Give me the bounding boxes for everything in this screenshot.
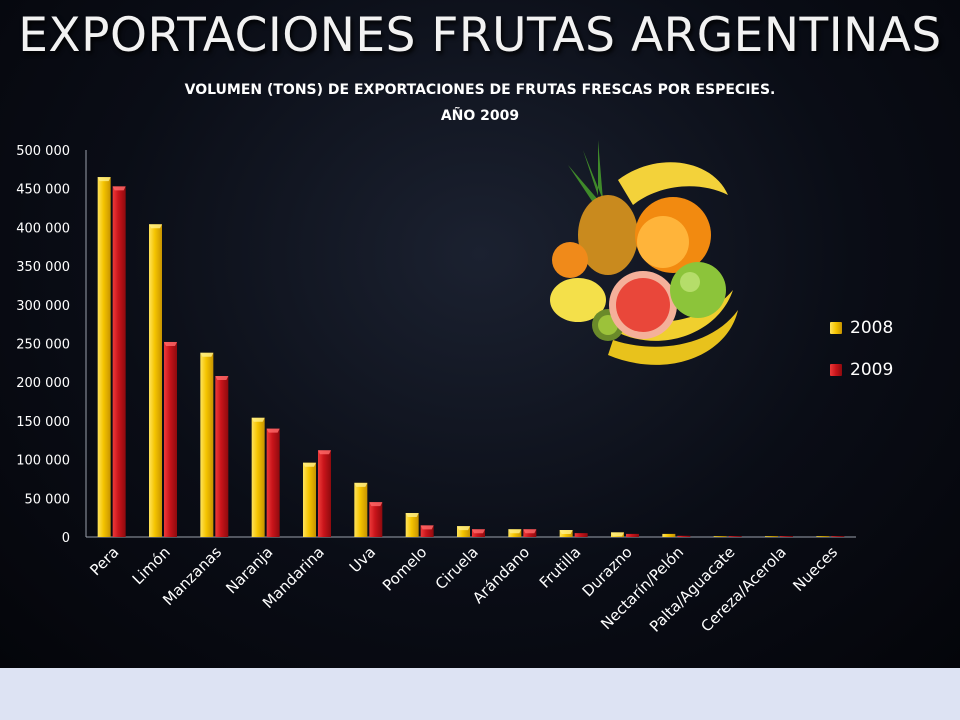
legend: 2008 2009: [830, 314, 893, 398]
bar-cap-2009-6: [420, 525, 434, 530]
y-tick-label: 200 000: [16, 376, 70, 391]
chart-title: VOLUMEN (TONS) DE EXPORTACIONES DE FRUTA…: [184, 82, 776, 98]
bar-cap-2008-1: [149, 224, 162, 229]
y-tick-label: 450 000: [16, 183, 70, 198]
fruit-collage-icon: [550, 140, 738, 365]
bar-cap-2008-9: [559, 530, 573, 535]
x-tick-label: Ciruela: [432, 543, 482, 593]
bar-2008-7: [457, 526, 470, 537]
bar-2008-3: [251, 417, 265, 537]
y-tick-label: 100 000: [16, 454, 70, 469]
bar-2008-1: [149, 224, 162, 537]
x-tick-label: Nueces: [789, 543, 841, 595]
footer-band: [0, 668, 960, 720]
bar-cap-2008-3: [251, 417, 265, 422]
y-tick-label: 400 000: [16, 221, 70, 236]
bar-2008-13: [765, 536, 778, 537]
bar-2009-9: [574, 533, 588, 537]
y-tick-label: 150 000: [16, 415, 70, 430]
bar-cap-2008-4: [303, 462, 316, 467]
x-tick-label: Uva: [346, 543, 379, 576]
bar-cap-2008-6: [405, 513, 419, 518]
legend-label-2009: 2009: [850, 360, 894, 380]
bar-cap-2008-10: [611, 532, 624, 537]
bar-2009-3: [266, 428, 280, 537]
bar-cap-2008-0: [97, 177, 111, 182]
y-tick-label: 350 000: [16, 260, 70, 275]
bar-2009-14: [831, 536, 845, 537]
x-tick-label: Pera: [86, 543, 122, 579]
y-tick-label: 250 000: [16, 338, 70, 353]
bar-2008-5: [354, 482, 368, 537]
bar-cap-2009-1: [164, 341, 177, 346]
x-tick-label: Limón: [129, 543, 174, 588]
bar-cap-2008-8: [508, 529, 522, 534]
bar-2009-13: [780, 536, 793, 537]
bar-2009-10: [626, 533, 639, 537]
x-tick-label: Arándano: [469, 543, 533, 607]
bar-cap-2009-8: [523, 529, 537, 534]
bar-2008-0: [97, 177, 111, 537]
bar-2009-4: [318, 450, 331, 537]
y-tick-label: 0: [62, 531, 70, 546]
legend-item-2009: 2009: [830, 356, 893, 384]
bar-cap-2008-7: [457, 526, 470, 531]
bar-cap-2009-2: [215, 376, 229, 381]
x-tick-label: Frutilla: [536, 543, 585, 592]
legend-item-2008: 2008: [830, 314, 893, 342]
bar-cap-2009-5: [369, 502, 383, 507]
bar-chart: 0 50 000 100 000 150 000 200 000 250 000 300 0…: [16, 144, 856, 636]
bar-2009-1: [164, 341, 177, 537]
bar-cap-2009-4: [318, 450, 331, 455]
bar-2008-12: [713, 536, 727, 537]
bar-2008-6: [405, 513, 419, 537]
y-tick-label: 500 000: [16, 144, 70, 159]
y-tick-label: 50 000: [25, 492, 71, 507]
bar-cap-2009-7: [472, 529, 485, 534]
bar-cap-2009-3: [266, 428, 280, 433]
legend-swatch-2009: [830, 364, 842, 376]
bar-cap-2008-5: [354, 482, 368, 487]
bar-2009-2: [215, 376, 229, 537]
chart-subtitle: AÑO 2009: [440, 108, 520, 124]
bar-cap-2009-0: [112, 186, 126, 191]
bar-2009-12: [728, 536, 742, 537]
bar-2009-0: [112, 186, 126, 538]
page-title: EXPORTACIONES FRUTAS ARGENTINAS: [18, 8, 942, 63]
x-tick-label: Pomelo: [379, 543, 431, 595]
bar-2009-5: [369, 502, 383, 537]
y-tick-label: 300 000: [16, 299, 70, 314]
legend-swatch-2008: [830, 322, 842, 334]
bar-cap-2008-2: [200, 352, 214, 357]
legend-label-2008: 2008: [850, 318, 894, 338]
bar-2008-11: [662, 533, 676, 537]
slide: EXPORTACIONES FRUTAS ARGENTINAS VOLUMEN …: [0, 0, 960, 668]
bar-2008-14: [816, 536, 830, 537]
bar-2008-4: [303, 462, 316, 537]
bar-2009-6: [420, 525, 434, 537]
bar-2008-2: [200, 352, 214, 537]
bar-2009-11: [677, 535, 691, 537]
